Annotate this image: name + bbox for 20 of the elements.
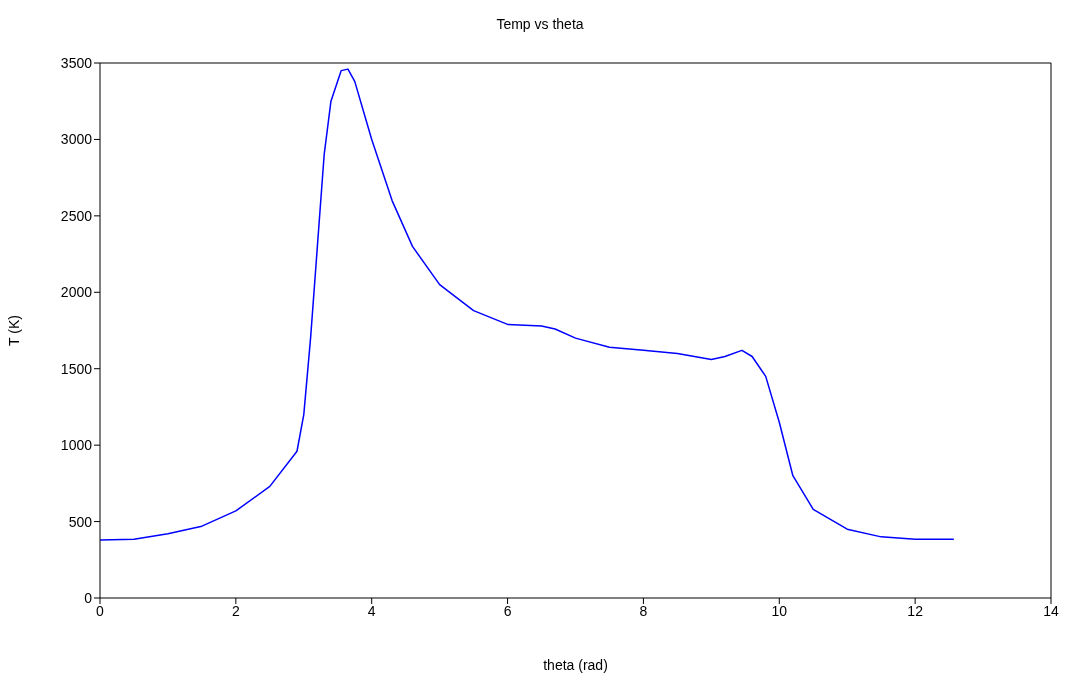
x-tick-label: 0 (96, 602, 105, 619)
x-tick-label: 4 (367, 602, 376, 619)
y-tick-label: 3500 (60, 54, 93, 71)
x-tick-label: 8 (639, 602, 648, 619)
x-axis-title: theta (rad) (543, 657, 608, 673)
x-tick-label: 12 (907, 602, 924, 619)
y-tick-label: 0 (84, 589, 93, 606)
x-tick-label: 14 (1043, 602, 1059, 619)
x-tick-label: 2 (231, 602, 240, 619)
y-axis-title: T (K) (5, 315, 22, 346)
y-tick-label: 3000 (60, 131, 93, 148)
y-tick-label: 1000 (60, 437, 93, 454)
x-tick-label: 6 (503, 602, 512, 619)
chart-title: Temp vs theta (495, 16, 585, 32)
line-series (100, 68, 955, 541)
x-tick-label: 10 (771, 602, 788, 619)
y-tick-label: 1500 (60, 360, 93, 377)
y-tick-label: 2000 (60, 284, 93, 301)
y-tick-label: 2500 (60, 207, 93, 224)
y-tick-label: 500 (68, 513, 93, 530)
